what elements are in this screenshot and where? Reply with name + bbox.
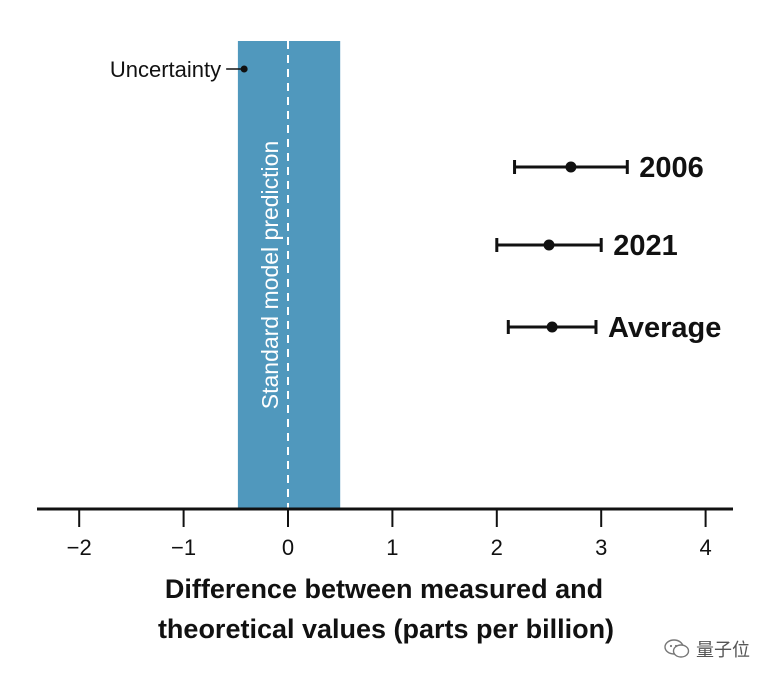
x-axis-label-line-2: theoretical values (parts per billion) [158,614,614,644]
point-label: 2021 [613,230,678,262]
annotation-layer: Uncertainty [110,57,248,82]
reference-band-layer: Standard model prediction [237,41,341,509]
x-tick-label: −1 [171,535,196,560]
point-marker [565,161,577,173]
watermark: 量子位 [664,636,750,662]
wechat-icon [664,639,690,658]
data-point-2006: 2006 [513,152,704,184]
point-label: 2006 [639,152,704,184]
data-point-average: Average [506,312,721,344]
reference-band-label: Standard model prediction [257,141,283,410]
point-marker [543,239,555,251]
annotation-label: Uncertainty [110,57,221,82]
uncertainty-band [237,41,341,509]
points-layer: 2006 2021 Average [495,152,721,344]
x-tick-label: 3 [595,535,607,560]
point-label: Average [608,312,721,344]
x-tick-label: 2 [491,535,503,560]
x-axis-label-line-1: Difference between measured and [165,574,603,604]
x-tick-label: 1 [386,535,398,560]
point-marker [546,321,558,333]
watermark-text: 量子位 [696,640,750,661]
x-tick-label: 0 [282,535,294,560]
data-point-2021: 2021 [495,230,678,262]
x-tick-label: 4 [699,535,711,560]
x-tick-label: −2 [67,535,92,560]
x-axis: −2 −1 0 1 2 3 4 [37,507,733,560]
